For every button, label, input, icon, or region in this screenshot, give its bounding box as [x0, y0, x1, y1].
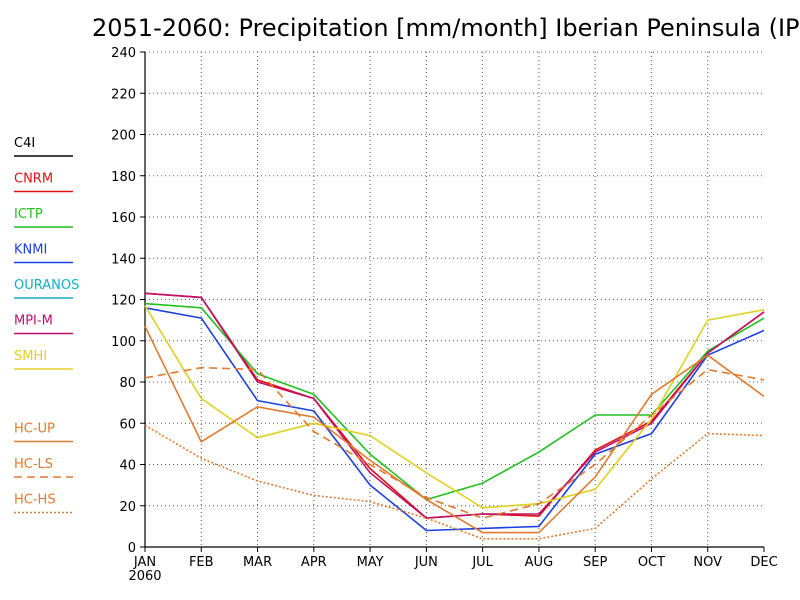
y-tick-label: 240	[111, 46, 136, 61]
series-line-ictp	[144, 302, 765, 501]
chart-title: 2051-2060: Precipitation [mm/month] Iber…	[92, 14, 800, 42]
axes: 0 20 40 60 80 100 120 140 160 180 200 220 240 JAN FEB M…	[111, 46, 777, 584]
y-tick-label: 160	[111, 211, 136, 226]
x-tick-label: JUL	[471, 555, 493, 570]
series-line-hc-ls	[144, 366, 765, 519]
y-tick-label: 0	[128, 541, 136, 556]
x-tick-label: MAR	[243, 555, 272, 570]
legend-label-hc-up: HC-UP	[14, 422, 55, 437]
x-tick-label: MAY	[357, 555, 384, 570]
x-tick-label: OCT	[638, 555, 665, 570]
x-tick-label: NOV	[693, 555, 722, 570]
y-tick-label: 80	[119, 376, 136, 391]
y-tick-label: 40	[119, 459, 136, 474]
y-tick-label: 120	[111, 294, 136, 309]
legend-label-knmi: KNMI	[14, 243, 47, 258]
y-tick-label: 100	[111, 335, 136, 350]
y-tick-label: 140	[111, 252, 136, 267]
legend-label-mpi-m: MPI-M	[14, 314, 53, 329]
x-tick-label: FEB	[189, 555, 214, 570]
series-line-knmi	[144, 307, 765, 532]
y-tick-label: 180	[111, 170, 136, 185]
y-tick-label: 200	[111, 129, 136, 144]
legend-label-ouranos: OURANOS	[14, 278, 79, 293]
series-line-hc-hs	[144, 424, 765, 540]
legend-label-cnrm: CNRM	[14, 172, 53, 187]
legend-label-hc-hs: HC-HS	[14, 493, 56, 508]
x-tick-label: SEP	[583, 555, 607, 570]
x-year-label: 2060	[128, 569, 161, 584]
series-lines	[144, 292, 765, 540]
legend: C4I CNRM ICTP KNMI OURANOS MPI-M SMHI HC-UP HC-L…	[14, 136, 79, 514]
y-tick-label: 220	[111, 87, 136, 102]
x-tick-label: JUN	[414, 555, 438, 570]
x-tick-label: DEC	[750, 555, 777, 570]
series-line-hc-up	[144, 325, 765, 534]
x-tick-label: AUG	[525, 555, 553, 570]
series-line-smhi	[144, 305, 765, 509]
legend-label-ictp: ICTP	[14, 207, 43, 222]
legend-label-c4i: C4I	[14, 136, 35, 151]
y-tick-label: 20	[119, 500, 136, 515]
y-tick-label: 60	[119, 417, 136, 432]
x-tick-label: JAN	[133, 555, 156, 570]
x-tick-label: APR	[301, 555, 327, 570]
legend-label-hc-ls: HC-LS	[14, 457, 53, 472]
legend-label-smhi: SMHI	[14, 349, 47, 364]
